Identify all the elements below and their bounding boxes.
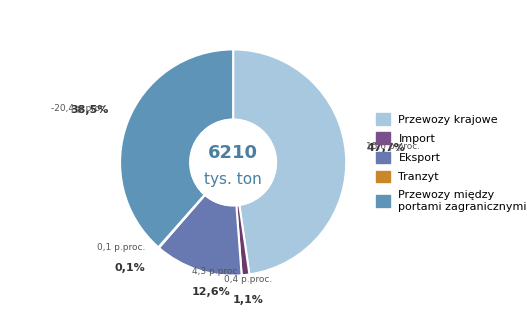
Text: tys. ton: tys. ton [204,172,262,187]
Text: 15,6 p.proc.: 15,6 p.proc. [366,142,421,150]
Text: 0,4 p.proc.: 0,4 p.proc. [223,275,272,284]
Text: 38,5%: 38,5% [70,105,108,115]
Text: 47,7%: 47,7% [366,143,405,153]
Text: 0,1 p.proc.: 0,1 p.proc. [97,242,145,252]
Text: 1,1%: 1,1% [232,295,263,305]
Text: 4,3 p.proc.: 4,3 p.proc. [192,267,240,276]
Text: 0,1%: 0,1% [114,263,145,273]
Wedge shape [120,49,233,247]
Wedge shape [158,195,205,248]
Wedge shape [159,195,242,276]
Wedge shape [233,49,346,274]
Text: -20,4 p.proc.: -20,4 p.proc. [51,104,108,113]
Circle shape [190,120,276,205]
Wedge shape [237,205,249,275]
Text: 6210: 6210 [208,144,258,162]
Text: 12,6%: 12,6% [192,287,230,297]
Legend: Przewozy krajowe, Import, Eksport, Tranzyt, Przewozy między
portami zagranicznym: Przewozy krajowe, Import, Eksport, Tranz… [376,113,527,212]
